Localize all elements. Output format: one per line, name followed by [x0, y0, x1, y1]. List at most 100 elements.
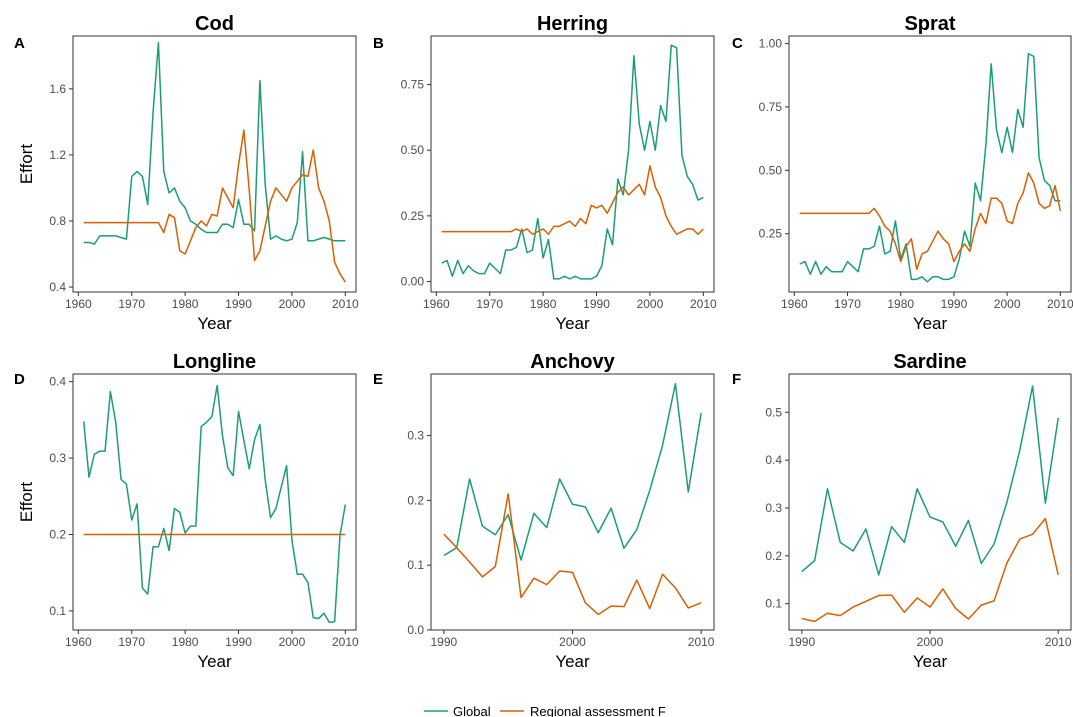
data-point-regional-assessment-f — [597, 614, 599, 616]
data-point-regional-assessment-f — [507, 493, 509, 495]
data-point-global — [644, 149, 646, 151]
data-point-global — [958, 258, 960, 260]
data-point-regional-assessment-f — [254, 260, 256, 262]
data-point-global — [441, 262, 443, 264]
data-point-regional-assessment-f — [804, 213, 806, 215]
y-axis-title: Effort — [17, 144, 36, 185]
data-point-regional-assessment-f — [660, 197, 662, 199]
data-point-regional-assessment-f — [911, 238, 913, 240]
data-point-global — [847, 261, 849, 263]
data-point-global — [911, 279, 913, 281]
data-point-global — [142, 587, 144, 589]
data-point-regional-assessment-f — [852, 213, 854, 215]
data-point-global — [533, 513, 535, 515]
data-point-global — [307, 582, 309, 584]
series-regional-assessment-f — [801, 517, 1059, 623]
data-point-regional-assessment-f — [456, 547, 458, 549]
y-tick-label: 0.2 — [407, 493, 424, 507]
data-point-regional-assessment-f — [703, 228, 705, 230]
data-point-regional-assessment-f — [990, 197, 992, 199]
data-point-regional-assessment-f — [1044, 208, 1046, 210]
data-point-global — [622, 194, 624, 196]
data-point-regional-assessment-f — [968, 618, 970, 620]
x-tick-label: 1990 — [431, 635, 458, 649]
data-point-global — [660, 105, 662, 107]
legend-label-global: Global — [453, 704, 491, 717]
x-axis-title: Year — [555, 652, 590, 671]
series-global — [83, 41, 346, 245]
data-point-global — [94, 453, 96, 455]
data-point-regional-assessment-f — [88, 222, 90, 224]
data-point-regional-assessment-f — [969, 251, 971, 253]
data-point-global — [1006, 126, 1008, 128]
panel-border — [72, 373, 357, 631]
data-point-global — [964, 230, 966, 232]
data-point-global — [942, 521, 944, 523]
data-point-regional-assessment-f — [820, 213, 822, 215]
data-point-regional-assessment-f — [809, 213, 811, 215]
data-point-global — [280, 238, 282, 240]
data-point-global — [863, 248, 865, 250]
data-point-global — [526, 252, 528, 254]
data-point-global — [227, 467, 229, 469]
data-point-regional-assessment-f — [553, 226, 555, 228]
y-tick-label: 0.5 — [765, 405, 782, 419]
data-point-global — [168, 550, 170, 552]
data-point-regional-assessment-f — [836, 213, 838, 215]
data-point-global — [681, 155, 683, 157]
panel-title: Herring — [537, 13, 608, 35]
data-point-global — [345, 504, 347, 506]
x-axis-title: Year — [555, 314, 590, 333]
data-point-regional-assessment-f — [452, 231, 454, 233]
data-point-regional-assessment-f — [827, 612, 829, 614]
series-line-regional-assessment-f — [799, 172, 1062, 270]
data-point-global — [865, 528, 867, 530]
data-point-global — [307, 240, 309, 242]
data-point-regional-assessment-f — [179, 250, 181, 252]
data-point-regional-assessment-f — [623, 606, 625, 608]
x-axis-title: Year — [913, 314, 948, 333]
y-tick-label: 0.3 — [49, 451, 66, 465]
data-point-global — [1033, 55, 1035, 57]
legend: Global Regional assessment F — [424, 704, 666, 717]
data-point-global — [820, 273, 822, 275]
data-point-global — [232, 475, 234, 477]
x-tick-label: 2000 — [559, 635, 586, 649]
data-point-global — [559, 478, 561, 480]
x-tick-label: 1990 — [225, 635, 252, 649]
data-point-regional-assessment-f — [510, 231, 512, 233]
data-point-regional-assessment-f — [996, 197, 998, 199]
data-point-global — [83, 421, 85, 423]
data-point-global — [649, 121, 651, 123]
data-point-global — [521, 228, 523, 230]
data-point-global — [873, 246, 875, 248]
data-point-global — [206, 421, 208, 423]
data-point-regional-assessment-f — [94, 222, 96, 224]
data-point-global — [232, 227, 234, 229]
data-point-regional-assessment-f — [99, 222, 101, 224]
data-point-global — [291, 238, 293, 240]
data-point-global — [318, 618, 320, 620]
data-point-regional-assessment-f — [1006, 220, 1008, 222]
data-point-global — [168, 192, 170, 194]
series-line-global — [443, 382, 702, 561]
y-tick-label: 0.4 — [49, 280, 66, 294]
data-point-regional-assessment-f — [345, 534, 347, 536]
data-point-global — [104, 450, 106, 452]
panel-letter: C — [732, 35, 743, 52]
data-point-regional-assessment-f — [120, 222, 122, 224]
data-point-global — [179, 512, 181, 514]
data-point-global — [329, 622, 331, 624]
data-point-global — [665, 121, 667, 123]
data-point-global — [597, 532, 599, 534]
data-point-regional-assessment-f — [905, 246, 907, 248]
data-point-global — [264, 184, 266, 186]
panel-sprat: Sprat C 1960 1970 1980 1990 2000 2010 0.25 0.50 0.… — [732, 13, 1073, 333]
x-tick-label: 1960 — [65, 635, 92, 649]
data-point-regional-assessment-f — [900, 261, 902, 263]
data-point-regional-assessment-f — [312, 149, 314, 151]
data-point-regional-assessment-f — [558, 226, 560, 228]
data-point-global — [654, 149, 656, 151]
data-point-global — [254, 439, 256, 441]
data-point-global — [216, 385, 218, 387]
